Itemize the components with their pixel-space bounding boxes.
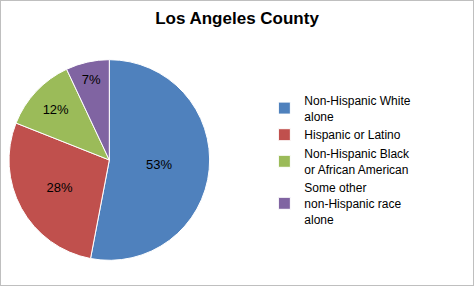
svg-text:12%: 12% bbox=[43, 102, 69, 117]
svg-text:Los Angeles County: Los Angeles County bbox=[155, 9, 319, 28]
svg-text:53%: 53% bbox=[146, 157, 172, 172]
svg-text:28%: 28% bbox=[46, 180, 72, 195]
svg-text:Non-Hispanic Blackor African A: Non-Hispanic Blackor African American bbox=[304, 147, 410, 177]
svg-text:Non-Hispanic Whitealone: Non-Hispanic Whitealone bbox=[304, 94, 410, 124]
svg-text:Some othernon-Hispanic racealo: Some othernon-Hispanic racealone bbox=[304, 181, 401, 226]
svg-text:7%: 7% bbox=[82, 72, 101, 87]
svg-text:Hispanic or Latino: Hispanic or Latino bbox=[304, 128, 400, 142]
